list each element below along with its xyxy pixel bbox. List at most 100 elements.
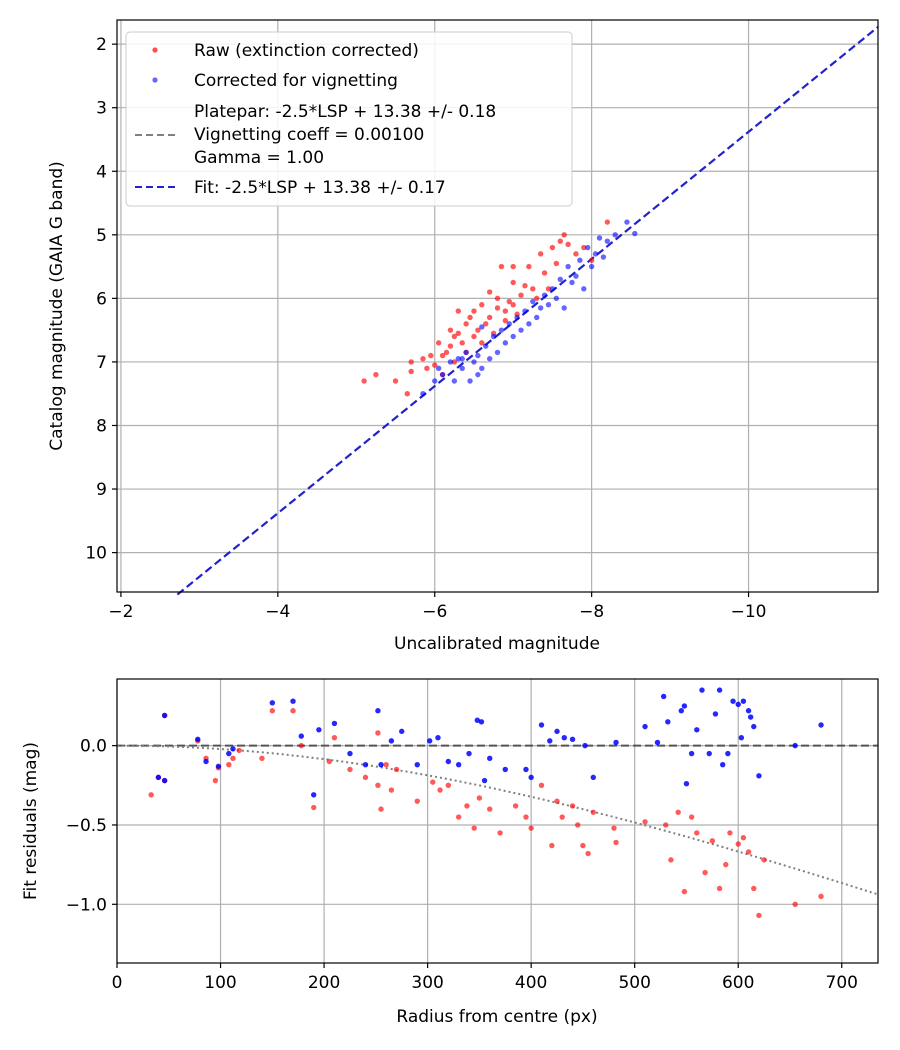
raw-point (455, 308, 461, 314)
corrected-point (694, 727, 700, 733)
raw-point (439, 352, 446, 359)
corrected-point (388, 738, 395, 744)
raw-point (549, 842, 555, 849)
raw-point (269, 708, 276, 714)
raw-point (506, 298, 512, 305)
raw-point (756, 912, 762, 919)
raw-point (424, 365, 430, 371)
x-tick-label: 100 (204, 973, 236, 993)
raw-point (459, 340, 465, 346)
raw-point (580, 842, 586, 849)
corrected-point (195, 736, 201, 742)
corrected-point (445, 758, 452, 765)
raw-point (549, 244, 556, 251)
raw-point (447, 343, 454, 349)
corrected-point (592, 251, 599, 257)
corrected-point (498, 327, 505, 333)
raw-point (311, 804, 317, 811)
raw-point (745, 849, 752, 855)
top-scatter-chart: −2 −4 −6 −8 −10 2 3 4 5 6 7 8 9 10 Uncalibrated magn… (47, 19, 879, 654)
top-x-ticks: −2 −4 −6 −8 −10 (108, 592, 766, 622)
y-tick-label: −0.5 (66, 816, 107, 836)
raw-point (554, 798, 560, 804)
corrected-point (573, 273, 579, 279)
corrected-point (475, 371, 481, 378)
bottom-y-ticks: 0.0 −0.5 −1.0 (66, 737, 117, 915)
top-y-axis-label: Catalog magnitude (GAIA G band) (47, 161, 67, 451)
corrected-point (311, 792, 317, 798)
corrected-point (479, 324, 485, 330)
raw-point (487, 806, 493, 812)
corrected-point (298, 733, 304, 739)
corrected-point (230, 746, 236, 752)
raw-point (455, 330, 461, 337)
raw-point (236, 747, 242, 754)
legend-box (125, 31, 573, 207)
legend: Raw (extinction corrected) Corrected for… (125, 31, 573, 207)
corrected-point (632, 230, 638, 237)
x-tick-label: −4 (265, 602, 290, 622)
corrected-point (435, 365, 442, 371)
y-tick-label: 6 (96, 289, 107, 309)
corrected-point (447, 359, 454, 365)
corrected-point (735, 701, 741, 708)
raw-point (463, 321, 469, 327)
corrected-point (751, 723, 757, 730)
raw-point (502, 308, 509, 314)
raw-point (792, 901, 798, 907)
corrected-point (490, 333, 497, 340)
corrected-point (161, 777, 168, 784)
raw-point (545, 286, 552, 292)
corrected-point (756, 773, 762, 779)
corrected-point (435, 735, 441, 741)
raw-point (541, 270, 548, 276)
bottom-plot-frame (116, 678, 879, 964)
corrected-point (528, 774, 534, 781)
corrected-point (432, 378, 438, 384)
corrected-point (738, 735, 745, 741)
raw-point (528, 825, 534, 831)
corrected-point (378, 761, 384, 768)
corrected-point (590, 774, 596, 781)
raw-point (561, 232, 567, 238)
corrected-point (534, 314, 540, 321)
raw-point (675, 809, 681, 815)
raw-point (530, 286, 536, 292)
raw-point (681, 888, 688, 895)
corrected-point (518, 327, 524, 333)
corrected-point (479, 365, 485, 371)
raw-point (498, 263, 505, 270)
bottom-points (148, 687, 824, 919)
raw-point (331, 735, 338, 741)
raw-point (383, 761, 389, 768)
bottom-residuals-chart: 0 100 200 300 400 500 600 700 0.0 −0.5 −1.0 Radiu… (21, 678, 879, 1027)
x-tick-label: −6 (422, 602, 447, 622)
raw-point (388, 787, 395, 793)
corrected-point (537, 305, 544, 311)
y-tick-label: 8 (96, 416, 107, 436)
raw-point (559, 814, 565, 820)
raw-point (290, 708, 296, 714)
raw-point (347, 766, 353, 773)
bottom-lines (117, 744, 879, 896)
bottom-y-axis-label: Fit residuals (mag) (21, 742, 41, 900)
corrected-point (712, 711, 719, 717)
raw-point (663, 822, 669, 828)
corrected-point (478, 719, 485, 725)
raw-point (590, 809, 596, 815)
x-tick-label: 600 (722, 973, 754, 993)
raw-point (393, 766, 400, 773)
raw-point (557, 238, 563, 244)
corrected-point (486, 356, 493, 362)
raw-point (510, 302, 516, 308)
corrected-point (538, 722, 545, 728)
top-points (361, 219, 638, 397)
raw-point (455, 814, 462, 820)
raw-point (362, 774, 369, 781)
corrected-point (553, 295, 560, 302)
corrected-point (226, 750, 232, 757)
corrected-point (725, 750, 731, 757)
raw-point (226, 761, 232, 768)
corrected-point (745, 708, 752, 714)
raw-point (761, 857, 767, 863)
